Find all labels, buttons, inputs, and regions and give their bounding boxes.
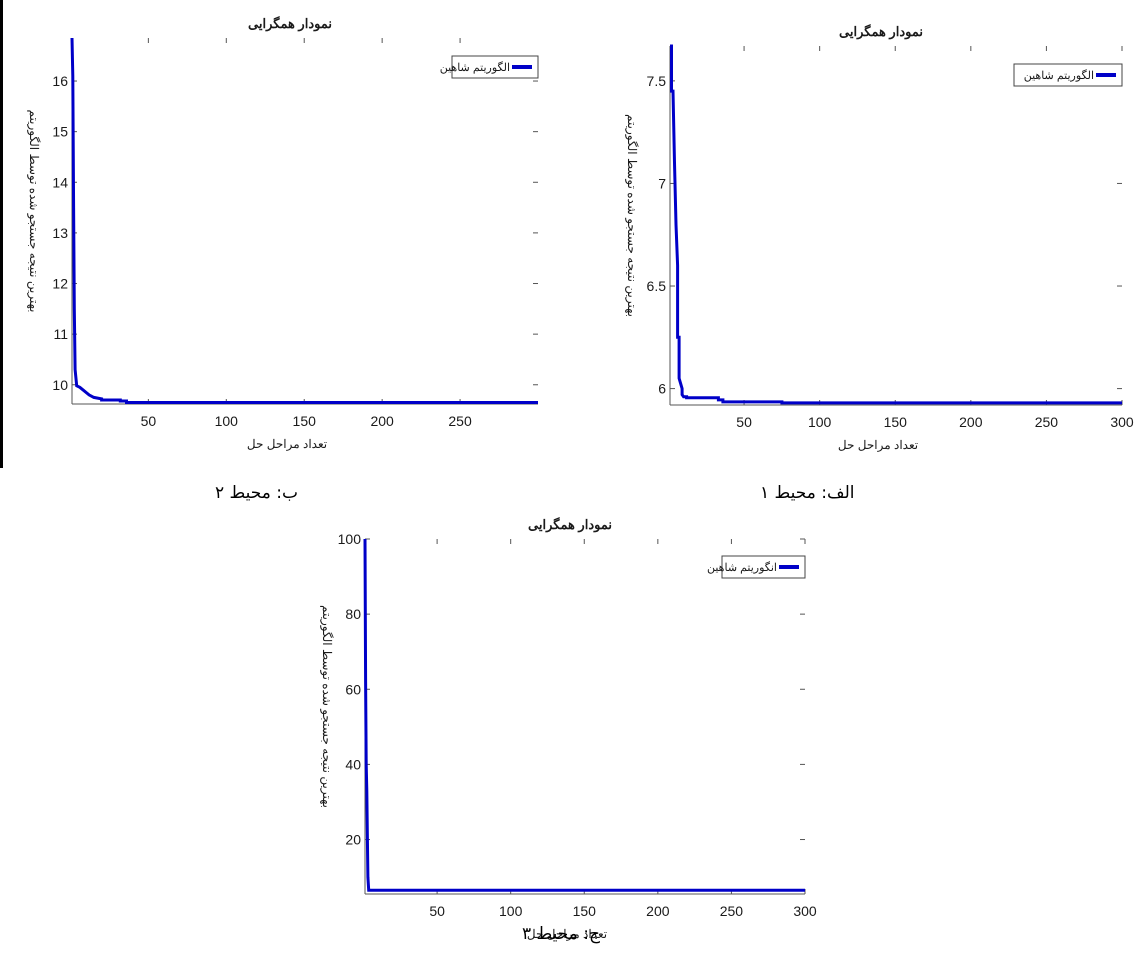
x-tick-label: 150 [884, 414, 908, 430]
x-tick-label: 300 [1110, 414, 1134, 430]
y-axis-label: بهترین نتیجه جستجو شده توسط الگوریتم [625, 114, 639, 317]
chart-a-svg: 50 100 150 200 250 300 6 6.5 7 7.5 نمودار همگرایی ت… [625, 23, 1134, 452]
y-tick-label: 15 [52, 124, 68, 140]
y-tick-label: 16 [52, 73, 68, 89]
left-edge-bar [0, 0, 3, 468]
legend-box [1013, 63, 1123, 87]
y-tick-label: 6 [658, 381, 666, 397]
y-tick-label: 14 [52, 174, 68, 190]
x-axis-label: تعداد مراحل حل [247, 437, 327, 451]
y-tick-label: 60 [345, 681, 361, 697]
caption-panel-c: ج: محیط ۳ [522, 924, 600, 944]
y-tick-label: 7 [658, 175, 666, 191]
x-tick-label: 100 [808, 414, 832, 430]
y-tick-label: 6.5 [647, 278, 667, 294]
plot-area [72, 38, 538, 404]
y-tick-label: 13 [52, 225, 68, 241]
x-tick-label: 150 [573, 903, 597, 919]
y-axis-label: بهترین نتیجه جستجو شده توسط الگوریتم [320, 605, 334, 808]
y-axis-label: بهترین نتیجه جستجو شده توسط الگوریتم [27, 110, 41, 313]
y-tick-label: 40 [345, 756, 361, 772]
y-tick-label: 11 [53, 326, 68, 342]
x-axis-label: تعداد مراحل حل [838, 438, 918, 452]
x-tick-label: 200 [646, 903, 670, 919]
legend-box [721, 555, 806, 579]
legend-label: الگوریتم شاهین [440, 61, 510, 74]
caption-panel-a: الف: محیط ۱ [760, 483, 855, 503]
x-tick-label: 100 [499, 903, 523, 919]
x-tick-label: 250 [1035, 414, 1059, 430]
y-tick-label: 10 [52, 377, 68, 393]
x-tick-label: 150 [293, 413, 317, 429]
chart-b-svg: 50 100 150 200 250 10 11 12 13 14 15 16 نمودار همگرا… [27, 15, 539, 451]
x-tick-label: 50 [736, 414, 752, 430]
x-tick-label: 300 [793, 903, 817, 919]
series-line [70, 37, 538, 404]
y-tick-label: 80 [345, 606, 361, 622]
series-line [670, 44, 1122, 405]
chart-c-svg: 50 100 150 200 250 300 20 40 60 80 100 نمودار همگرا… [320, 516, 817, 941]
x-axis-label: تعداد مراحل حل [527, 927, 607, 941]
plot-area [670, 46, 1122, 405]
x-tick-label: 250 [720, 903, 744, 919]
chart-title: نمودار همگرایی [248, 15, 332, 32]
x-tick-label: 100 [215, 413, 239, 429]
legend-label: الگوریتم شاهین [1024, 69, 1094, 82]
x-tick-label: 50 [141, 413, 157, 429]
y-tick-label: 12 [52, 276, 68, 292]
y-tick-label: 7.5 [647, 73, 667, 89]
y-tick-label: 100 [338, 531, 362, 547]
x-tick-label: 50 [429, 903, 445, 919]
legend-box [451, 55, 539, 79]
x-tick-label: 200 [370, 413, 394, 429]
legend-label: انگوریتم شاهین [707, 561, 777, 574]
caption-panel-b: ب: محیط ۲ [215, 483, 299, 503]
x-tick-label: 200 [959, 414, 983, 430]
chart-title: نمودار همگرایی [528, 516, 612, 533]
series-line [363, 538, 805, 892]
x-tick-label: 250 [448, 413, 472, 429]
chart-title: نمودار همگرایی [839, 23, 923, 40]
plot-area [365, 539, 805, 894]
y-tick-label: 20 [345, 832, 361, 848]
